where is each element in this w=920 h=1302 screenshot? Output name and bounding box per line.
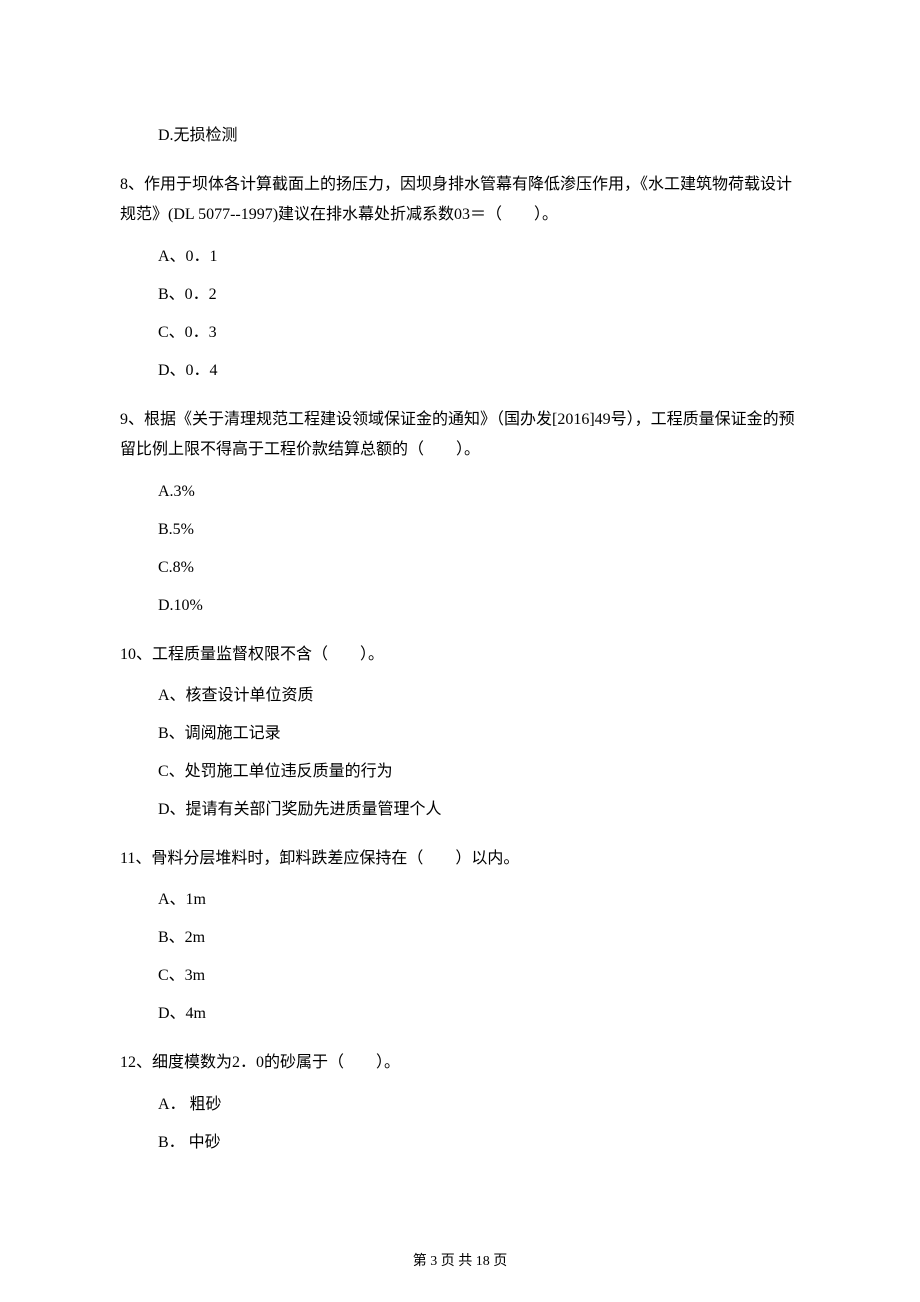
q10-option-c: C、处罚施工单位违反质量的行为 [158,760,800,784]
q11-option-b: B、2m [158,926,800,950]
q9-option-b: B.5% [158,518,800,542]
q10-stem: 10、工程质量监督权限不含（ ）。 [120,640,800,670]
q9-option-c: C.8% [158,556,800,580]
q12-option-b: B． 中砂 [158,1131,800,1155]
q9-stem: 9、根据《关于清理规范工程建设领域保证金的通知》（国办发[2016]49号），工… [120,405,800,466]
q8-option-b: B、0．2 [158,283,800,307]
q7-option-d: D.无损检测 [158,124,800,148]
q9-option-d: D.10% [158,594,800,618]
page-footer: 第 3 页 共 18 页 [0,1251,920,1272]
q10-option-d: D、提请有关部门奖励先进质量管理个人 [158,798,800,822]
q10-option-b: B、调阅施工记录 [158,722,800,746]
q11-option-a: A、1m [158,888,800,912]
q8-stem: 8、作用于坝体各计算截面上的扬压力，因坝身排水管幕有降低渗压作用，《水工建筑物荷… [120,170,800,231]
q11-option-c: C、3m [158,964,800,988]
q8-option-a: A、0．1 [158,245,800,269]
q11-option-d: D、4m [158,1002,800,1026]
q11-stem: 11、骨料分层堆料时，卸料跌差应保持在（ ）以内。 [120,844,800,874]
q12-stem: 12、细度模数为2．0的砂属于（ ）。 [120,1048,800,1078]
q8-option-c: C、0．3 [158,321,800,345]
q12-option-a: A． 粗砂 [158,1093,800,1117]
q10-option-a: A、核查设计单位资质 [158,684,800,708]
q9-option-a: A.3% [158,480,800,504]
page-container: D.无损检测 8、作用于坝体各计算截面上的扬压力，因坝身排水管幕有降低渗压作用，… [0,0,920,1302]
q8-option-d: D、0．4 [158,359,800,383]
